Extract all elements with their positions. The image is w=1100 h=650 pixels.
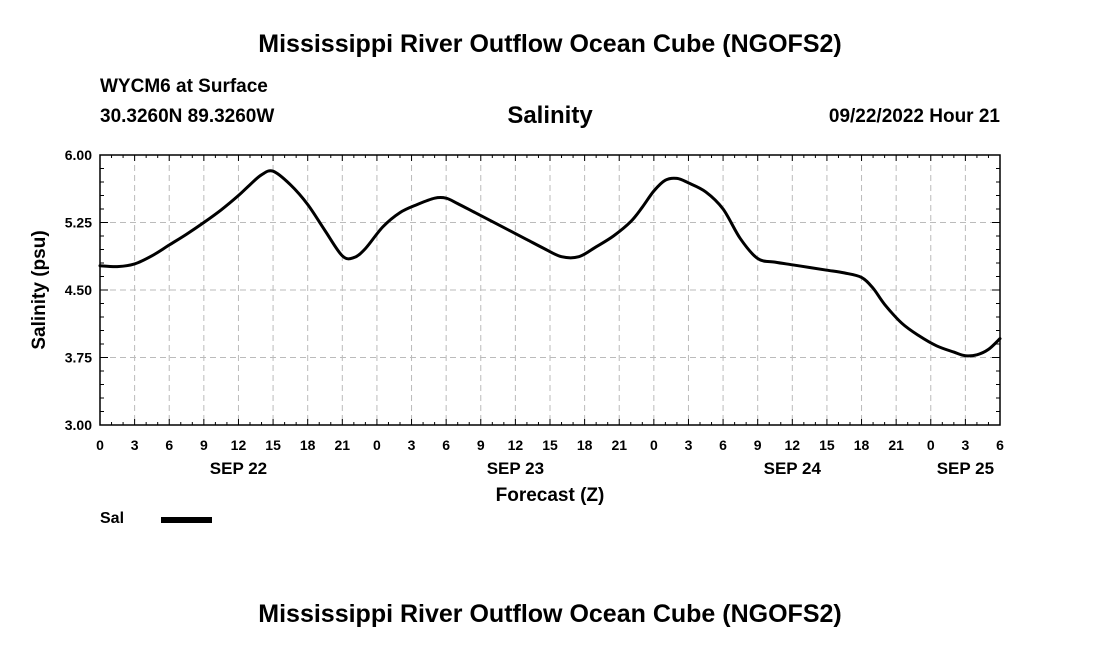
x-tick-label: 18: [577, 437, 593, 453]
x-tick-label: 18: [300, 437, 316, 453]
x-tick-label: 3: [408, 437, 416, 453]
station-name: WYCM6 at Surface: [100, 76, 268, 97]
x-tick-label: 9: [754, 437, 762, 453]
x-tick-label: 6: [165, 437, 173, 453]
y-tick-label: 3.00: [65, 417, 92, 433]
station-coordinates: 30.3260N 89.3260W: [100, 106, 275, 127]
x-tick-label: 9: [200, 437, 208, 453]
x-tick-label: 3: [131, 437, 139, 453]
legend-label: Sal: [100, 510, 125, 527]
x-tick-label: 12: [785, 437, 801, 453]
x-tick-label: 0: [96, 437, 104, 453]
y-tick-label: 3.75: [65, 350, 92, 366]
x-tick-label: 15: [265, 437, 281, 453]
x-tick-label: 0: [927, 437, 935, 453]
x-tick-label: 3: [685, 437, 693, 453]
y-tick-label: 4.50: [65, 282, 92, 298]
x-tick-label: 15: [819, 437, 835, 453]
x-tick-label: 9: [477, 437, 485, 453]
x-tick-label: 12: [508, 437, 524, 453]
footer-title: Mississippi River Outflow Ocean Cube (NG…: [258, 600, 842, 628]
date-label: SEP 22: [210, 459, 267, 478]
chart-title: Salinity: [507, 102, 593, 129]
y-tick-label: 6.00: [65, 147, 92, 163]
x-tick-label: 21: [611, 437, 627, 453]
x-tick-label: 3: [961, 437, 969, 453]
x-tick-label: 0: [373, 437, 381, 453]
x-axis-title: Forecast (Z): [496, 485, 605, 506]
series-line-sal: [98, 169, 1002, 358]
page-title: Mississippi River Outflow Ocean Cube (NG…: [258, 30, 842, 58]
x-tick-label: 0: [650, 437, 658, 453]
x-tick-label: 6: [719, 437, 727, 453]
salinity-chart: 0 3 6 9 12 15 18 21 0 3 6 9 12 15 18 21 0 3 6 9 12 15 18 21 0 3 6 3…: [29, 147, 1004, 506]
date-label: SEP 24: [764, 459, 822, 478]
date-label: SEP 25: [937, 459, 994, 478]
date-label: SEP 23: [487, 459, 544, 478]
x-tick-label: 21: [335, 437, 351, 453]
forecast-datetime: 09/22/2022 Hour 21: [828, 106, 1000, 127]
plot-frame: [99, 154, 1001, 426]
axis-labels: 0 3 6 9 12 15 18 21 0 3 6 9 12 15 18 21 0 3 6 9 12 15 18 21 0 3 6 3…: [65, 147, 1004, 478]
legend-line-swatch: [161, 517, 212, 523]
x-tick-label: 21: [888, 437, 904, 453]
y-axis-title: Salinity (psu): [29, 230, 50, 349]
x-tick-label: 15: [542, 437, 558, 453]
x-tick-label: 12: [231, 437, 247, 453]
x-tick-label: 18: [854, 437, 870, 453]
series-layer: [98, 169, 1002, 358]
y-tick-label: 5.25: [65, 215, 92, 231]
x-tick-label: 6: [996, 437, 1004, 453]
x-tick-label: 6: [442, 437, 450, 453]
grid-lines: [100, 155, 1000, 425]
